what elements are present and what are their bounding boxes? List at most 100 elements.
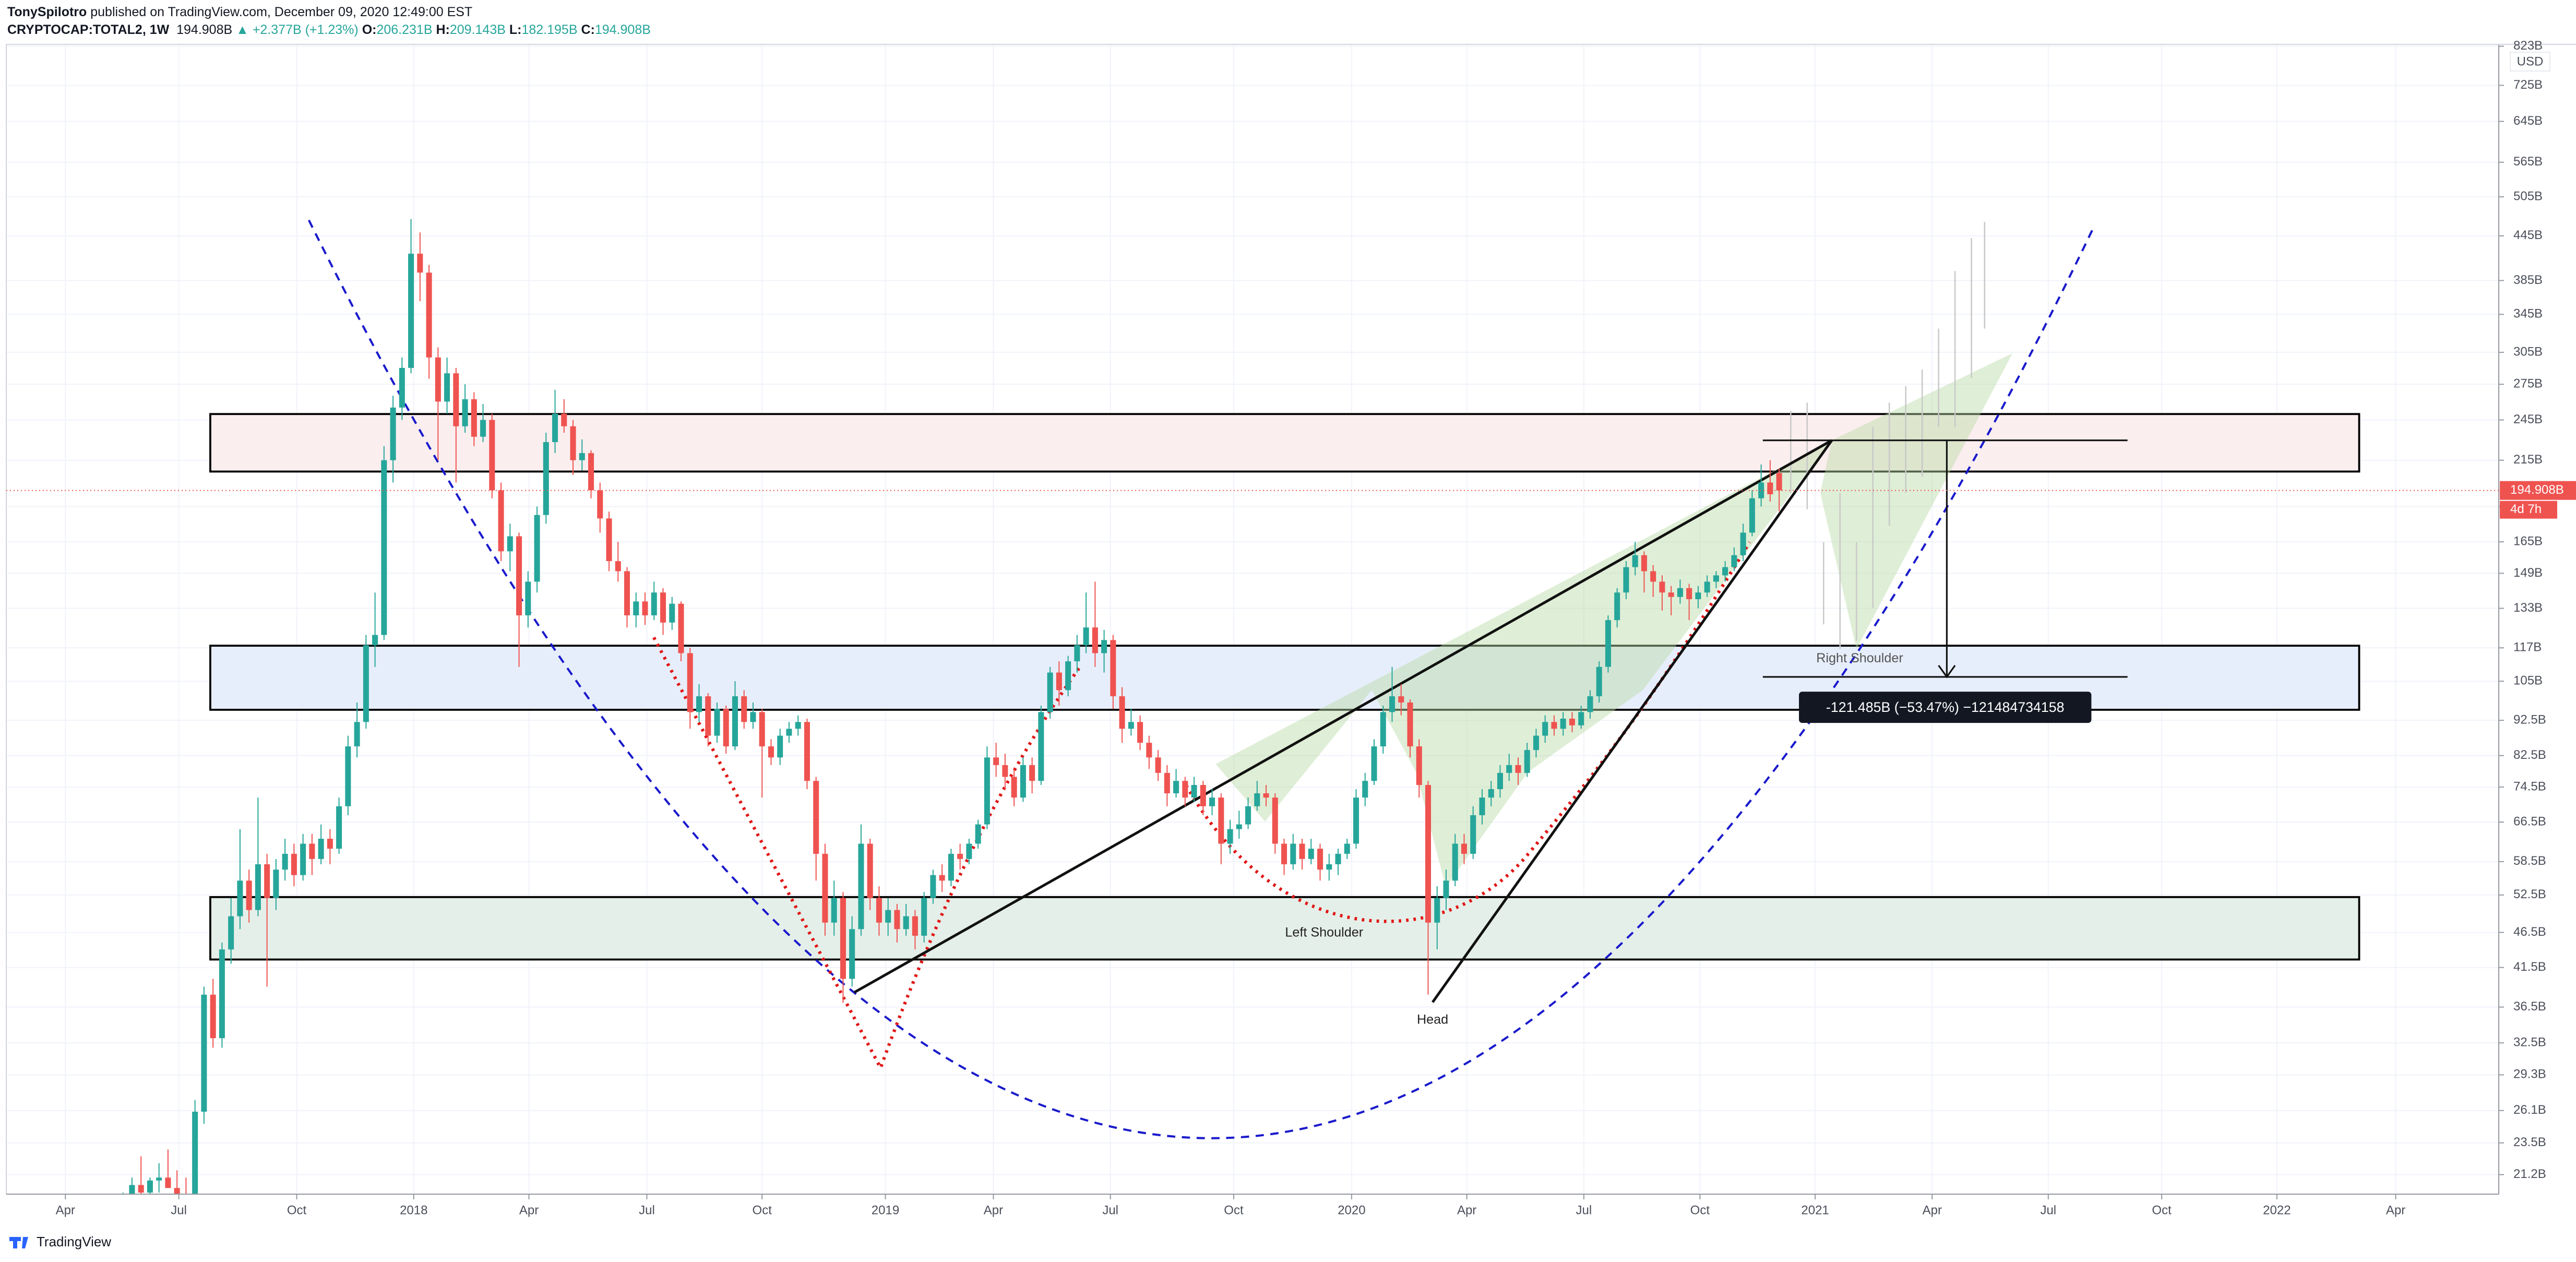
candle-body — [1686, 588, 1692, 600]
candle-body — [1461, 843, 1467, 854]
x-tick-label: 2019 — [872, 1203, 899, 1217]
y-tick-label: 21.2B — [2513, 1167, 2546, 1181]
candle-body — [516, 536, 522, 616]
drawings: -121.485B (−53.47%) −121484734158 Right … — [209, 219, 2360, 1139]
candle-body — [1722, 567, 1728, 576]
x-tick-label: 2021 — [1801, 1203, 1829, 1217]
candle-body — [1434, 898, 1440, 923]
candle-body — [543, 442, 549, 515]
header: TonySpilotro published on TradingView.co… — [7, 3, 651, 39]
x-tick-label: 2020 — [1338, 1203, 1365, 1217]
y-tick-label: 823B — [2513, 39, 2543, 53]
x-tick-label: Jul — [171, 1203, 187, 1217]
candle-body — [1398, 696, 1404, 703]
candle-body — [480, 420, 486, 437]
candle-body — [255, 864, 261, 910]
logo: TradingView — [37, 1234, 111, 1249]
candle-body — [1623, 567, 1629, 593]
candle-body — [975, 824, 981, 844]
y-tick-label: 52.5B — [2513, 887, 2546, 901]
candle-body — [408, 254, 414, 368]
candle-body — [246, 880, 252, 910]
candle-body — [570, 426, 576, 460]
candle-body — [1515, 765, 1521, 773]
trendline — [853, 439, 1833, 994]
candle-body — [939, 875, 945, 881]
value: 209.143B — [449, 22, 506, 37]
candle-body — [1218, 797, 1224, 844]
candle-body — [1227, 829, 1233, 844]
published: published on TradingView.com, December 0… — [90, 5, 473, 19]
y-tick-label: 505B — [2513, 189, 2543, 204]
x-tick-label: Oct — [1224, 1203, 1244, 1217]
pattern-fill — [1215, 440, 1832, 887]
candle-body — [426, 272, 432, 358]
x-tick-label: Apr — [984, 1203, 1003, 1217]
y-tick-label: 32.5B — [2513, 1035, 2546, 1050]
candle-body — [1551, 722, 1557, 729]
y-tick-label: 117B — [2513, 640, 2542, 654]
logo-icon — [9, 1237, 28, 1248]
candle-body — [723, 709, 729, 747]
annotation: Head — [1417, 1013, 1448, 1027]
candle-body — [1083, 627, 1089, 646]
candle-body — [795, 722, 801, 729]
candle-body — [444, 373, 450, 402]
candle-body — [696, 696, 702, 712]
candle-body — [336, 806, 342, 849]
x-tick-label: Jul — [1576, 1203, 1592, 1217]
candle-body — [1542, 722, 1548, 736]
candle-body — [372, 635, 378, 646]
x-tick-label: Oct — [287, 1203, 307, 1217]
x-tick-label: Apr — [519, 1203, 539, 1217]
y-tick-label: 82.5B — [2513, 748, 2546, 762]
candle-body — [129, 1185, 135, 1194]
y-tick-label: 23.5B — [2513, 1135, 2546, 1149]
candle-body — [1335, 853, 1341, 864]
candle-body — [1236, 824, 1242, 829]
candle-body — [1479, 797, 1485, 815]
last: 194.908B — [176, 22, 233, 37]
candle-body — [633, 601, 639, 616]
candle-body — [1758, 482, 1764, 498]
candle-body — [1119, 696, 1125, 729]
candle-body — [1578, 712, 1584, 725]
candle-body — [156, 1177, 162, 1181]
candle-body — [966, 843, 972, 859]
candle-body — [669, 603, 675, 623]
candle-body — [1605, 620, 1611, 667]
candle-body — [1695, 592, 1701, 600]
candle-body — [750, 712, 756, 722]
candle-body — [1668, 592, 1674, 597]
candle-body — [642, 601, 648, 616]
measure-box — [1799, 692, 2092, 723]
candle-body — [849, 929, 855, 979]
candle-body — [777, 735, 783, 758]
candle-body — [768, 746, 774, 758]
y-tick-label: 445B — [2513, 228, 2543, 242]
candle-body — [183, 1196, 189, 1200]
change: ▲ +2.377B (+1.23%) — [236, 22, 359, 37]
countdown-box — [2500, 501, 2557, 519]
y-tick-label: 36.5B — [2513, 999, 2546, 1014]
candle-body — [867, 843, 873, 898]
candle-body — [840, 898, 846, 979]
candle-body — [165, 1177, 171, 1188]
candle-body — [534, 515, 540, 582]
parabola — [307, 219, 2096, 1139]
candle-body — [606, 518, 612, 562]
candle-body — [1020, 765, 1026, 798]
y-tick-label: 92.5B — [2513, 712, 2546, 727]
y-unit: USD — [2517, 54, 2544, 68]
candle-body — [327, 839, 333, 849]
candle-body — [120, 1200, 126, 1208]
candle-body — [264, 864, 270, 898]
candle-body — [813, 781, 819, 854]
header-line: TonySpilotro published on TradingView.co… — [7, 3, 651, 21]
candle-body — [984, 757, 990, 825]
x-tick-label: Jul — [639, 1203, 655, 1217]
y-tick-label: 725B — [2513, 78, 2543, 92]
candle-body — [1740, 532, 1746, 555]
x-tick-label: Oct — [753, 1203, 772, 1217]
x-tick-label: Jul — [2040, 1203, 2056, 1217]
